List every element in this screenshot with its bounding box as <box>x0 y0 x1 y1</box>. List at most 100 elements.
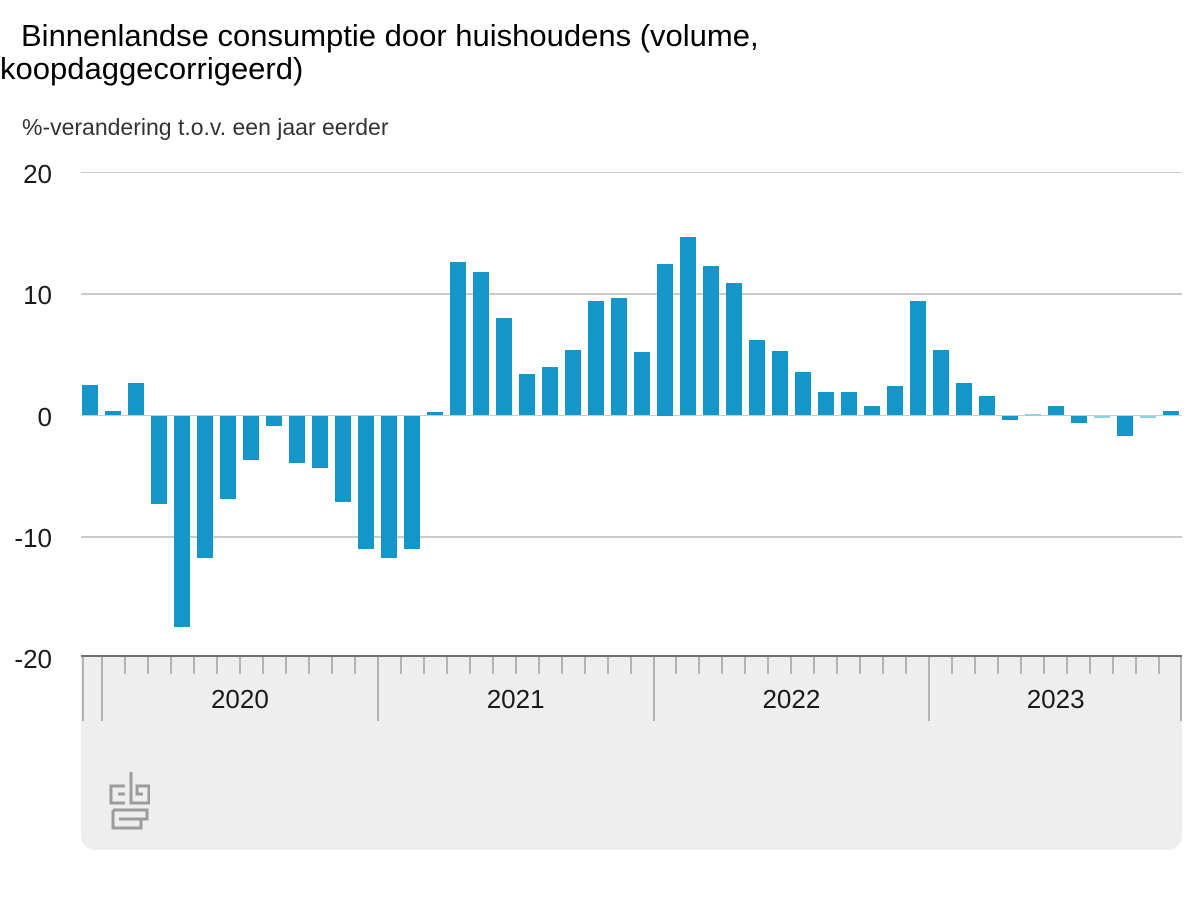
month-tick <box>1020 657 1023 674</box>
chart-title-line1: Binnenlandse consumptie door huishoudens… <box>21 18 759 53</box>
bar[interactable] <box>128 382 145 416</box>
month-tick <box>951 657 954 674</box>
year-tick <box>652 657 655 721</box>
gridline <box>81 414 1182 417</box>
month-tick <box>560 657 563 674</box>
month-tick <box>445 657 448 674</box>
bar[interactable] <box>151 415 168 505</box>
bar[interactable] <box>82 385 99 416</box>
bar[interactable] <box>312 415 329 468</box>
cbs-logo-s <box>111 808 149 830</box>
month-tick <box>790 657 793 674</box>
month-tick <box>606 657 609 674</box>
bar[interactable] <box>289 415 306 463</box>
bar[interactable] <box>335 415 352 502</box>
cbs-logo <box>109 772 150 830</box>
month-tick <box>997 657 1000 674</box>
month-tick <box>491 657 494 674</box>
bar[interactable] <box>243 415 260 461</box>
year-tick <box>100 657 103 721</box>
bar[interactable] <box>404 415 421 550</box>
bar[interactable] <box>519 374 536 416</box>
bar[interactable] <box>427 411 444 416</box>
edge-tick <box>1179 657 1182 721</box>
bar[interactable] <box>105 410 122 416</box>
month-tick <box>629 657 632 674</box>
bar[interactable] <box>1001 415 1018 421</box>
month-tick <box>1089 657 1092 674</box>
month-tick <box>537 657 540 674</box>
x-axis-band: 2020 2021 2022 2023 <box>81 655 1182 850</box>
month-tick <box>307 657 310 674</box>
bar[interactable] <box>565 349 582 416</box>
month-tick <box>261 657 264 674</box>
month-tick <box>583 657 586 674</box>
bar[interactable] <box>1024 413 1041 416</box>
month-tick <box>514 657 517 674</box>
bar[interactable] <box>1070 415 1087 423</box>
month-tick <box>1158 657 1161 674</box>
month-tick <box>905 657 908 674</box>
bar[interactable] <box>266 415 283 427</box>
bar[interactable] <box>794 371 811 416</box>
month-tick <box>1066 657 1069 674</box>
month-tick <box>215 657 218 674</box>
year-tick <box>376 657 379 721</box>
bar[interactable] <box>197 415 214 558</box>
bar[interactable] <box>1162 410 1179 416</box>
y-axis-label: -10 <box>14 522 52 553</box>
bar[interactable] <box>611 297 628 416</box>
cbs-logo-c <box>109 784 125 805</box>
bar[interactable] <box>358 415 375 550</box>
bar[interactable] <box>840 392 857 416</box>
bar[interactable] <box>955 382 972 416</box>
bar[interactable] <box>496 318 513 416</box>
bar[interactable] <box>634 352 650 416</box>
gridline <box>81 293 1182 295</box>
chart-subtitle: %-verandering t.o.v. een jaar eerder <box>22 114 389 140</box>
month-tick <box>468 657 471 674</box>
bar[interactable] <box>817 392 834 416</box>
month-tick <box>698 657 701 674</box>
month-tick <box>353 657 356 674</box>
cbs-logo-b <box>129 772 150 805</box>
bar[interactable] <box>863 405 880 416</box>
edge-tick <box>81 657 84 721</box>
month-tick <box>675 657 678 674</box>
bar[interactable] <box>381 415 398 558</box>
bar[interactable] <box>932 349 949 416</box>
bar[interactable] <box>1047 405 1064 416</box>
bar[interactable] <box>909 301 926 416</box>
month-tick <box>721 657 724 674</box>
month-tick <box>882 657 885 674</box>
month-tick <box>744 657 747 674</box>
bar[interactable] <box>748 340 765 416</box>
month-tick <box>192 657 195 674</box>
gridline <box>81 171 1182 174</box>
bar[interactable] <box>702 266 719 416</box>
bar[interactable] <box>1139 415 1156 418</box>
bar[interactable] <box>1093 415 1110 418</box>
bar[interactable] <box>725 283 742 416</box>
chart-title: Binnenlandse consumptie door huishoudens… <box>0 19 860 85</box>
bar[interactable] <box>542 366 559 416</box>
month-tick <box>1135 657 1138 674</box>
bar[interactable] <box>174 415 191 627</box>
bar[interactable] <box>220 415 237 500</box>
y-axis-label: -20 <box>14 644 52 675</box>
bar[interactable] <box>473 272 490 416</box>
bar[interactable] <box>771 351 788 416</box>
bar[interactable] <box>588 301 605 416</box>
bar[interactable] <box>978 396 995 416</box>
year-label: 2022 <box>762 684 821 714</box>
bar[interactable] <box>656 263 673 416</box>
bar[interactable] <box>450 262 467 416</box>
year-tick <box>928 657 931 721</box>
bar[interactable] <box>1116 415 1133 437</box>
month-tick <box>974 657 977 674</box>
month-tick <box>238 657 241 674</box>
bar[interactable] <box>886 386 903 416</box>
bar[interactable] <box>679 236 696 416</box>
